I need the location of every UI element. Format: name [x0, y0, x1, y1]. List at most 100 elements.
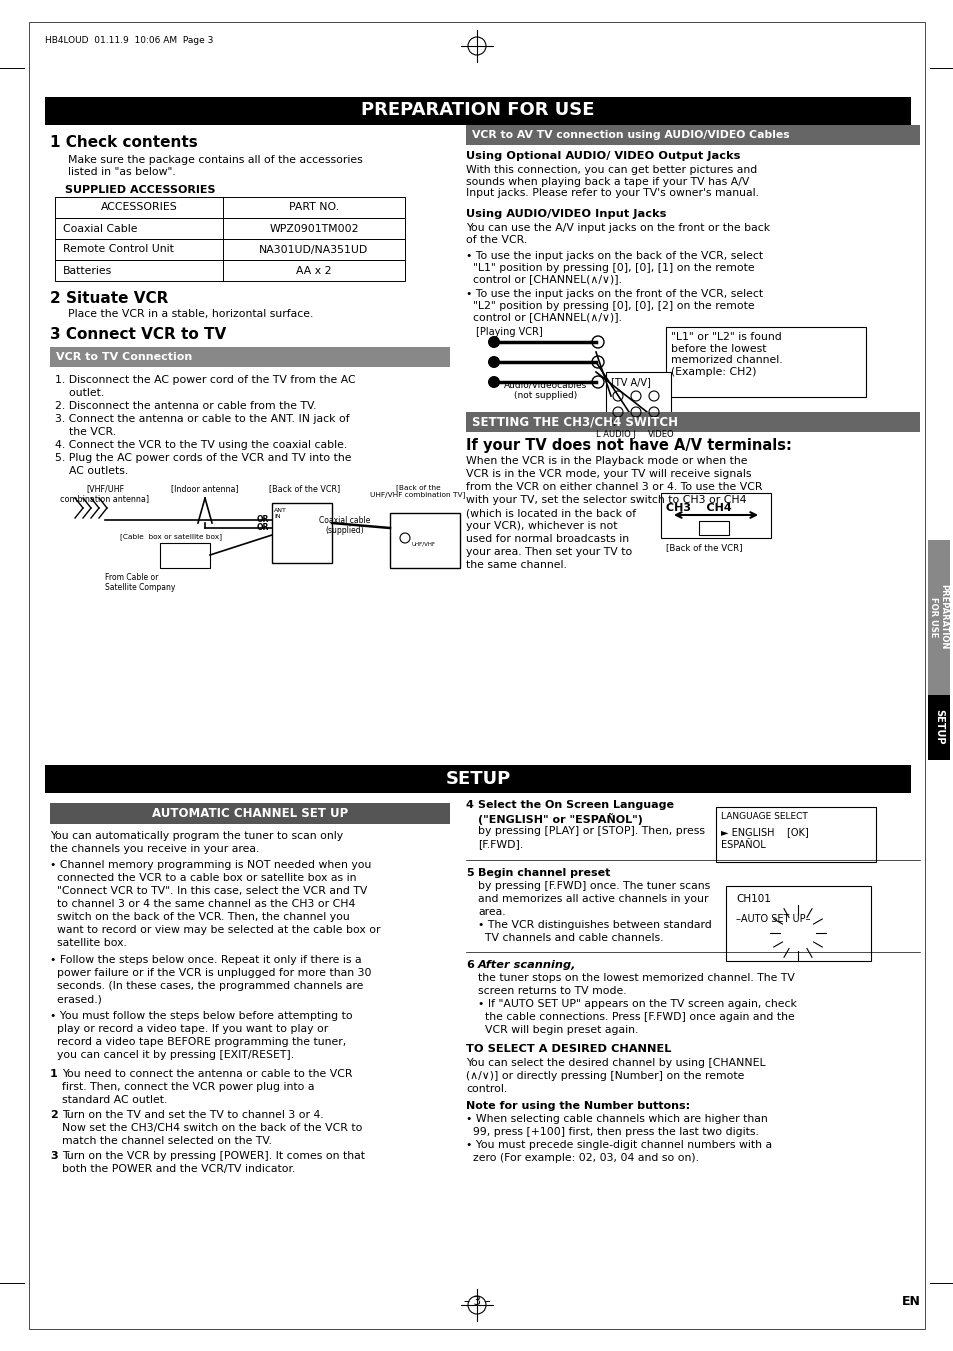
- Text: from the VCR on either channel 3 or 4. To use the VCR: from the VCR on either channel 3 or 4. T…: [465, 482, 761, 492]
- Bar: [465, 126, 919, 145]
- Text: the channels you receive in your area.: the channels you receive in your area.: [50, 844, 259, 854]
- Text: Coaxial cable
(supplied): Coaxial cable (supplied): [319, 516, 371, 535]
- Text: SETUP: SETUP: [933, 709, 943, 744]
- Text: –AUTO SET UP–: –AUTO SET UP–: [735, 915, 810, 924]
- Text: by pressing [F.FWD] once. The tuner scans: by pressing [F.FWD] once. The tuner scan…: [477, 881, 709, 892]
- Text: L AUDIO J: L AUDIO J: [596, 430, 636, 439]
- Text: (which is located in the back of: (which is located in the back of: [465, 508, 636, 517]
- Bar: [660, 493, 770, 538]
- Text: record a video tape BEFORE programming the tuner,: record a video tape BEFORE programming t…: [50, 1038, 346, 1047]
- Bar: [665, 327, 865, 397]
- Text: CH3    CH4: CH3 CH4: [665, 503, 731, 513]
- Bar: [55, 239, 405, 259]
- Text: [Back of the
UHF/VHF combination TV]: [Back of the UHF/VHF combination TV]: [370, 484, 465, 499]
- Text: • To use the input jacks on the back of the VCR, select
  "L1" position by press: • To use the input jacks on the back of …: [465, 251, 762, 284]
- Bar: [716, 807, 875, 862]
- Text: 4: 4: [465, 800, 474, 811]
- Text: [VHF/UHF
combination antenna]: [VHF/UHF combination antenna]: [60, 484, 150, 504]
- Text: [Back of the VCR]: [Back of the VCR]: [665, 543, 741, 553]
- Text: area.: area.: [477, 907, 505, 917]
- Text: Using Optional AUDIO/ VIDEO Output Jacks: Using Optional AUDIO/ VIDEO Output Jacks: [465, 151, 740, 161]
- Text: Turn on the VCR by pressing [POWER]. It comes on that: Turn on the VCR by pressing [POWER]. It …: [62, 1151, 365, 1161]
- Text: first. Then, connect the VCR power plug into a: first. Then, connect the VCR power plug …: [62, 1082, 314, 1092]
- Text: 3: 3: [50, 1151, 57, 1161]
- Bar: [927, 694, 949, 761]
- Text: "Connect VCR to TV". In this case, select the VCR and TV: "Connect VCR to TV". In this case, selec…: [50, 886, 367, 896]
- Bar: [45, 765, 910, 793]
- Text: 6: 6: [465, 961, 474, 970]
- Text: outlet.: outlet.: [55, 388, 104, 399]
- Text: switch on the back of the VCR. Then, the channel you: switch on the back of the VCR. Then, the…: [50, 912, 350, 921]
- Text: "L1" or "L2" is found
before the lowest
memorized channel.
(Example: CH2): "L1" or "L2" is found before the lowest …: [670, 332, 781, 377]
- Bar: [272, 503, 332, 563]
- Text: NA301UD/NA351UD: NA301UD/NA351UD: [259, 245, 368, 254]
- Text: Turn on the TV and set the TV to channel 3 or 4.: Turn on the TV and set the TV to channel…: [62, 1111, 323, 1120]
- Text: the same channel.: the same channel.: [465, 561, 566, 570]
- Text: by pressing [PLAY] or [STOP]. Then, press: by pressing [PLAY] or [STOP]. Then, pres…: [477, 825, 704, 836]
- Bar: [390, 513, 459, 567]
- Bar: [45, 97, 910, 126]
- Text: 2. Disconnect the antenna or cable from the TV.: 2. Disconnect the antenna or cable from …: [55, 401, 316, 411]
- Text: Using AUDIO/VIDEO Input Jacks: Using AUDIO/VIDEO Input Jacks: [465, 209, 666, 219]
- Text: From Cable or
Satellite Company: From Cable or Satellite Company: [105, 573, 175, 592]
- Text: TV channels and cable channels.: TV channels and cable channels.: [477, 934, 662, 943]
- Text: Place the VCR in a stable, horizontal surface.: Place the VCR in a stable, horizontal su…: [68, 309, 313, 319]
- Text: PREPARATION FOR USE: PREPARATION FOR USE: [361, 101, 594, 119]
- Text: satellite box.: satellite box.: [50, 938, 127, 948]
- Text: 1 Check contents: 1 Check contents: [50, 135, 197, 150]
- Text: [Cable  box or satellite box]: [Cable box or satellite box]: [120, 534, 222, 540]
- Bar: [55, 259, 405, 281]
- Text: WPZ0901TM002: WPZ0901TM002: [269, 223, 358, 234]
- Text: • You must follow the steps below before attempting to: • You must follow the steps below before…: [50, 1011, 353, 1021]
- Text: VCR is in the VCR mode, your TV will receive signals: VCR is in the VCR mode, your TV will rec…: [465, 469, 751, 480]
- Text: ANT
IN: ANT IN: [274, 508, 287, 519]
- Text: You can select the desired channel by using [CHANNEL: You can select the desired channel by us…: [465, 1058, 765, 1069]
- Text: VCR will begin preset again.: VCR will begin preset again.: [477, 1025, 638, 1035]
- Text: used for normal broadcasts in: used for normal broadcasts in: [465, 534, 628, 544]
- Text: (∧/∨)] or directly pressing [Number] on the remote: (∧/∨)] or directly pressing [Number] on …: [465, 1071, 743, 1081]
- Text: EN: EN: [901, 1296, 920, 1308]
- Text: • Channel memory programming is NOT needed when you: • Channel memory programming is NOT need…: [50, 861, 371, 870]
- Text: You can use the A/V input jacks on the front or the back
of the VCR.: You can use the A/V input jacks on the f…: [465, 223, 769, 245]
- Text: Coaxial Cable: Coaxial Cable: [63, 223, 137, 234]
- Bar: [55, 218, 405, 239]
- Text: 1. Disconnect the AC power cord of the TV from the AC: 1. Disconnect the AC power cord of the T…: [55, 376, 355, 385]
- Text: the tuner stops on the lowest memorized channel. The TV: the tuner stops on the lowest memorized …: [477, 973, 794, 984]
- Text: and memorizes all active channels in your: and memorizes all active channels in you…: [477, 894, 708, 904]
- Text: 5. Plug the AC power cords of the VCR and TV into the: 5. Plug the AC power cords of the VCR an…: [55, 453, 351, 463]
- Text: match the channel selected on the TV.: match the channel selected on the TV.: [62, 1136, 272, 1146]
- Text: [F.FWD].: [F.FWD].: [477, 839, 522, 848]
- Text: HB4LOUD  01.11.9  10:06 AM  Page 3: HB4LOUD 01.11.9 10:06 AM Page 3: [45, 36, 213, 45]
- Text: PREPARATION
FOR USE: PREPARATION FOR USE: [928, 585, 947, 650]
- Text: VIDEO: VIDEO: [647, 430, 674, 439]
- Text: seconds. (In these cases, the programmed channels are: seconds. (In these cases, the programmed…: [50, 981, 363, 992]
- Text: Batteries: Batteries: [63, 266, 112, 276]
- Text: When the VCR is in the Playback mode or when the: When the VCR is in the Playback mode or …: [465, 457, 747, 466]
- Text: • Follow the steps below once. Repeat it only if there is a: • Follow the steps below once. Repeat it…: [50, 955, 361, 965]
- Text: After scanning,: After scanning,: [477, 961, 576, 970]
- Text: your area. Then set your TV to: your area. Then set your TV to: [465, 547, 632, 557]
- Text: erased.): erased.): [50, 994, 102, 1004]
- Bar: [55, 197, 405, 218]
- Circle shape: [488, 336, 499, 349]
- Text: 2: 2: [50, 1111, 58, 1120]
- Circle shape: [488, 357, 499, 367]
- Text: zero (For example: 02, 03, 04 and so on).: zero (For example: 02, 03, 04 and so on)…: [465, 1152, 699, 1163]
- Text: want to record or view may be selected at the cable box or: want to record or view may be selected a…: [50, 925, 380, 935]
- Text: with your TV, set the selector switch to CH3 or CH4: with your TV, set the selector switch to…: [465, 494, 745, 505]
- Text: AUTOMATIC CHANNEL SET UP: AUTOMATIC CHANNEL SET UP: [152, 807, 348, 820]
- Bar: [927, 540, 949, 694]
- Text: the cable connections. Press [F.FWD] once again and the: the cable connections. Press [F.FWD] onc…: [477, 1012, 794, 1021]
- Text: – 3 –: – 3 –: [463, 1296, 490, 1308]
- Text: Make sure the package contains all of the accessories
listed in "as below".: Make sure the package contains all of th…: [68, 155, 362, 177]
- Text: Begin channel preset: Begin channel preset: [477, 867, 610, 878]
- Text: Remote Control Unit: Remote Control Unit: [63, 245, 173, 254]
- Text: VCR to AV TV connection using AUDIO/VIDEO Cables: VCR to AV TV connection using AUDIO/VIDE…: [472, 130, 789, 141]
- Text: TO SELECT A DESIRED CHANNEL: TO SELECT A DESIRED CHANNEL: [465, 1044, 671, 1054]
- Text: standard AC outlet.: standard AC outlet.: [62, 1096, 167, 1105]
- Text: OR: OR: [256, 515, 269, 524]
- Text: ("ENGLISH" or "ESPAÑOL"): ("ENGLISH" or "ESPAÑOL"): [477, 813, 642, 825]
- Text: power failure or if the VCR is unplugged for more than 30: power failure or if the VCR is unplugged…: [50, 969, 371, 978]
- Text: SUPPLIED ACCESSORIES: SUPPLIED ACCESSORIES: [65, 185, 215, 195]
- Text: [Indoor antenna]: [Indoor antenna]: [171, 484, 238, 493]
